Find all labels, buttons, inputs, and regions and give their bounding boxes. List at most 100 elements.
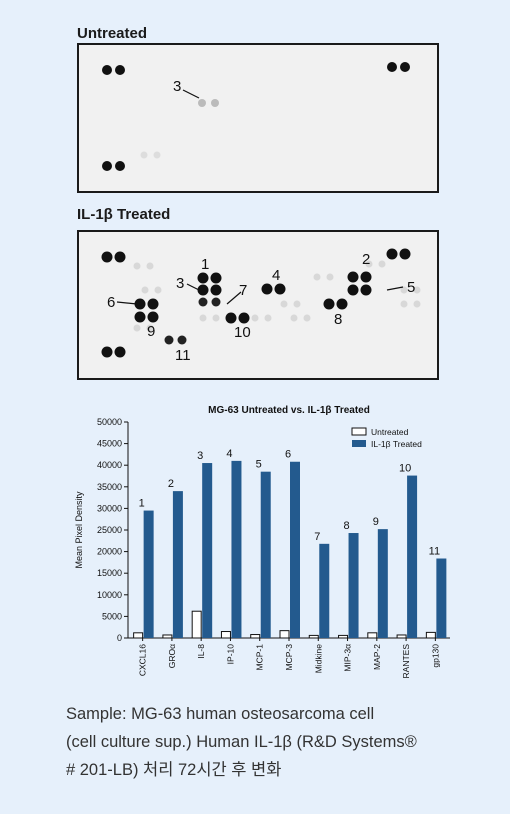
faint-spot — [141, 286, 149, 294]
y-tick-label: 10000 — [97, 590, 122, 600]
bar-chart: MG-63 Untreated vs. IL-1β Treated Mean Pi… — [62, 398, 462, 695]
faint-spot — [400, 300, 408, 308]
faint-spot — [290, 314, 298, 322]
array-spot — [114, 346, 126, 358]
y-axis-label: Mean Pixel Density — [74, 491, 84, 569]
faint-spot — [133, 262, 141, 270]
array-spot — [134, 298, 146, 310]
bar-treated — [260, 471, 271, 638]
callout-line — [386, 286, 404, 291]
spot-callout-label: 3 — [176, 275, 184, 292]
spot-callout-label: 3 — [173, 78, 181, 95]
legend-swatch-treated — [352, 440, 366, 447]
array-spot — [147, 311, 159, 323]
bar-treated — [231, 460, 242, 638]
legend-label-treated: IL-1β Treated — [371, 439, 422, 449]
bar-untreated — [162, 634, 173, 639]
bar-number-label: 1 — [139, 498, 145, 510]
callout-line — [182, 89, 200, 99]
array-spot — [164, 335, 174, 345]
array-spot — [177, 335, 187, 345]
y-tick-label: 40000 — [97, 460, 122, 470]
bar-untreated — [250, 634, 261, 639]
caption-line-3: # 201-LB) 처리 72시간 후 변화 — [66, 761, 282, 779]
y-tick-label: 50000 — [97, 417, 122, 427]
treated-array-spots: 1 2 3 4 5 6 7 8 9 10 11 — [101, 248, 421, 364]
bar-treated — [377, 529, 388, 638]
bar-number-label: 3 — [197, 450, 203, 462]
bar-treated — [202, 463, 213, 638]
x-tick-label: MCP-1 — [255, 644, 265, 671]
bar-treated — [319, 543, 330, 638]
bar-number-label: 5 — [256, 459, 262, 471]
faint-spot — [211, 99, 219, 107]
spot-callout-label: 7 — [239, 282, 247, 299]
bar-untreated — [396, 634, 407, 639]
x-tick-label: IL-8 — [196, 644, 206, 659]
faint-spot — [154, 286, 162, 294]
bar-untreated — [338, 634, 349, 639]
reference-spot — [387, 62, 397, 72]
faint-spot — [303, 314, 311, 322]
bar-number-label: 4 — [226, 448, 232, 460]
array-spot — [399, 248, 411, 260]
y-tick-label: 35000 — [97, 482, 122, 492]
x-tick-label: CXCL16 — [138, 644, 148, 676]
spot-callout-label: 4 — [272, 267, 280, 284]
faint-spot — [326, 273, 334, 281]
sample-caption: Sample: MG-63 human osteosarcoma cell (c… — [66, 700, 486, 784]
array-spot — [360, 271, 372, 283]
spot-callout-label: 8 — [334, 311, 342, 328]
x-tick-label: GROα — [167, 644, 177, 668]
bar-number-label: 11 — [429, 546, 440, 558]
array-spot — [211, 297, 221, 307]
bar-untreated — [133, 632, 144, 639]
faint-spot — [140, 151, 148, 159]
bar-untreated — [220, 631, 231, 639]
y-tick-label: 30000 — [97, 503, 122, 513]
x-tick-label: IP-10 — [225, 644, 235, 665]
faint-spot — [146, 262, 154, 270]
legend-label-untreated: Untreated — [371, 427, 409, 437]
faint-spot — [264, 314, 272, 322]
faint-spot — [146, 324, 154, 332]
spot-callout-label: 11 — [175, 347, 191, 364]
bar-untreated — [191, 610, 202, 639]
faint-spot — [313, 273, 321, 281]
reference-spot — [102, 161, 112, 171]
callout-line — [186, 283, 200, 291]
bar-treated — [436, 558, 447, 638]
array-spot — [198, 297, 208, 307]
bar-treated — [143, 510, 154, 638]
reference-spot — [115, 65, 125, 75]
y-tick-label: 0 — [117, 633, 122, 643]
treated-panel-label: IL-1β Treated — [77, 206, 171, 223]
bar-number-label: 6 — [285, 449, 291, 461]
chart-title: MG-63 Untreated vs. IL-1β Treated — [208, 405, 370, 416]
array-spot — [147, 298, 159, 310]
callout-line — [226, 291, 242, 305]
x-tick-label: MCP-3 — [284, 644, 294, 671]
faint-spot — [378, 260, 386, 268]
bar-number-label: 9 — [373, 516, 379, 528]
array-spot — [101, 251, 113, 263]
array-spot — [101, 346, 113, 358]
untreated-panel-label: Untreated — [77, 25, 148, 42]
x-tick-label: MAP-2 — [372, 644, 382, 670]
faint-spot — [365, 260, 373, 268]
bar-number-label: 7 — [314, 531, 320, 543]
reference-spot — [102, 65, 112, 75]
reference-spot — [400, 62, 410, 72]
faint-spot — [413, 300, 421, 308]
bar-untreated — [279, 630, 290, 639]
faint-spot — [400, 286, 408, 294]
spot-callout-label: 5 — [407, 279, 415, 296]
bar-treated — [407, 475, 418, 638]
x-tick-label: gp130 — [430, 644, 440, 668]
faint-spot — [251, 314, 259, 322]
faint-spot — [413, 286, 421, 294]
y-tick-label: 20000 — [97, 547, 122, 557]
array-spot — [134, 311, 146, 323]
caption-line-1: Sample: MG-63 human osteosarcoma cell — [66, 705, 375, 723]
faint-spot — [133, 324, 141, 332]
